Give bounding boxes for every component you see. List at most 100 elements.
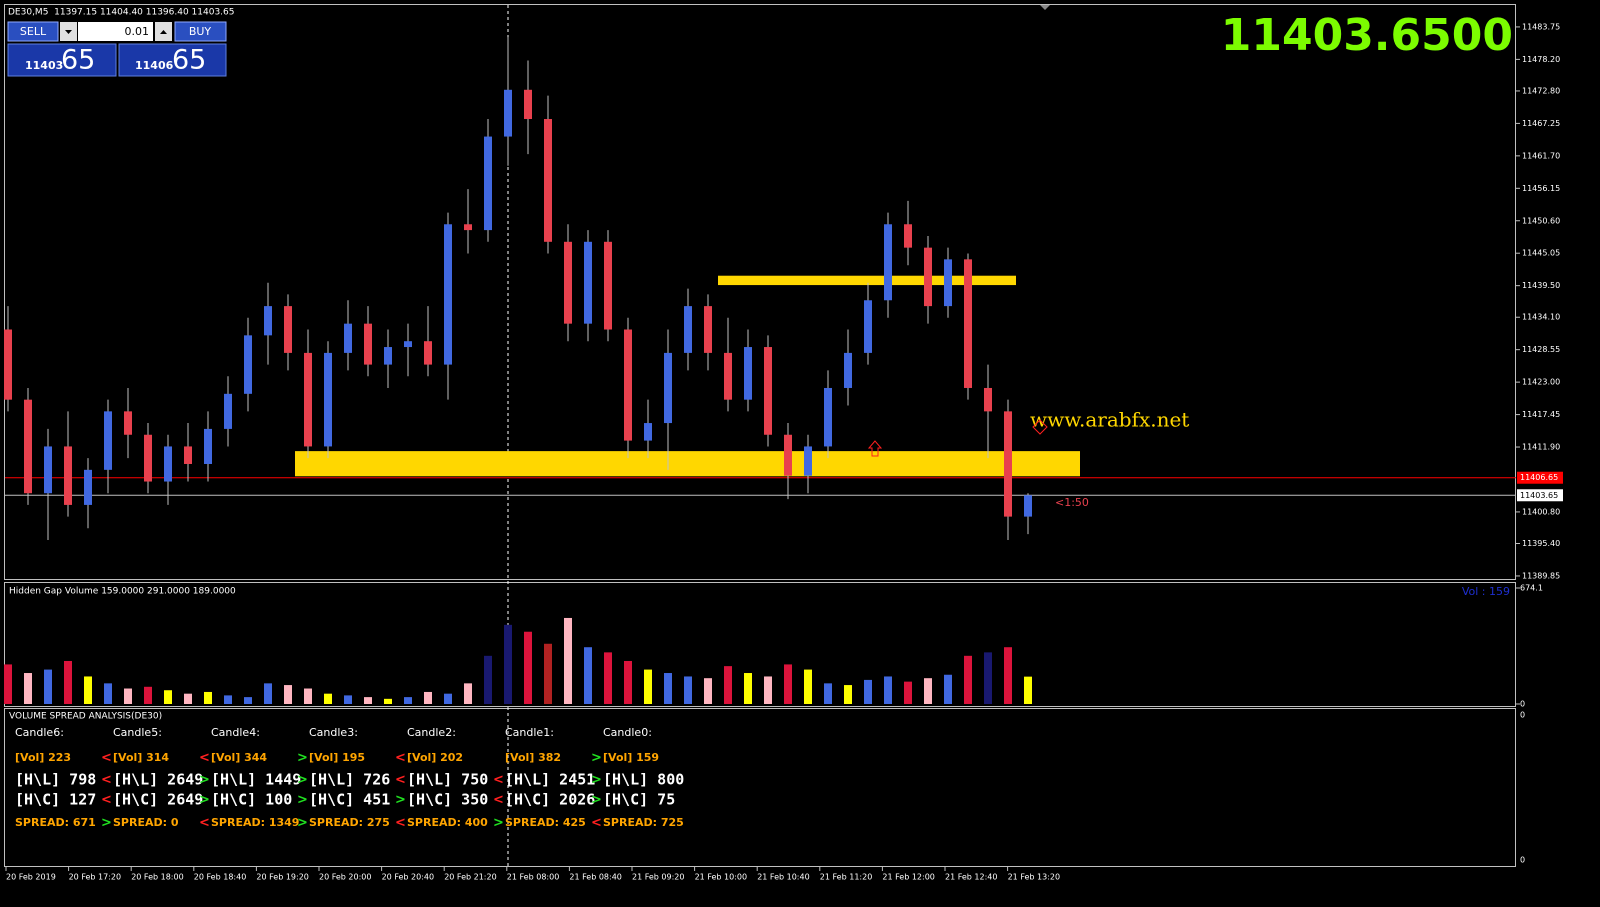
y-tick-label: 11417.45 bbox=[1522, 410, 1560, 419]
vsa-value: SPREAD: 0 bbox=[113, 816, 179, 829]
volume-bar bbox=[684, 676, 692, 704]
buy-button[interactable] bbox=[174, 21, 227, 42]
volume-bar bbox=[544, 643, 552, 704]
candle-body bbox=[44, 446, 52, 494]
volume-bar bbox=[724, 666, 732, 704]
volume-bar bbox=[244, 697, 252, 704]
volume-bar bbox=[644, 669, 652, 704]
vsa-arrow: > bbox=[199, 793, 210, 808]
volume-bar bbox=[164, 690, 172, 704]
candle-body bbox=[924, 247, 932, 307]
vsa-value: [Vol] 223 bbox=[15, 751, 71, 764]
volume-bar bbox=[184, 693, 192, 704]
vsa-arrow: > bbox=[591, 793, 602, 808]
candle-body bbox=[384, 347, 392, 365]
volume-bar bbox=[624, 660, 632, 704]
vsa-arrow: > bbox=[297, 793, 308, 808]
lot-value[interactable]: 0.01 bbox=[125, 25, 150, 38]
volume-bar bbox=[44, 669, 52, 704]
candle-body bbox=[724, 352, 732, 400]
x-tick-label: 21 Feb 11:20 bbox=[820, 873, 872, 882]
vsa-value: [Vol] 159 bbox=[603, 751, 659, 764]
vsa-arrow: > bbox=[199, 773, 210, 788]
candle-body bbox=[564, 241, 572, 324]
vsa-arrow: > bbox=[297, 773, 308, 788]
vsa-value: [H\C] 350 bbox=[407, 791, 488, 809]
vsa-value: [Vol] 195 bbox=[309, 751, 365, 764]
level-label: 11403.65 bbox=[1520, 491, 1558, 500]
candle-body bbox=[844, 352, 852, 388]
candle-body bbox=[84, 469, 92, 505]
candle-body bbox=[404, 341, 412, 348]
vsa-panel: VOLUME SPREAD ANALYSIS(DE30) 0 0 Candle6: [V… bbox=[9, 711, 1525, 865]
bid-main: 11403 bbox=[25, 59, 63, 72]
volume-bar bbox=[84, 676, 92, 704]
vsa-arrow: < bbox=[101, 793, 112, 808]
watermark: www.arabfx.net bbox=[1030, 408, 1189, 432]
vsa-column-label: Candle0: bbox=[603, 726, 652, 739]
bid-box[interactable] bbox=[7, 43, 117, 77]
time-axis: 20 Feb 2019 20 Feb 17:20 20 Feb 18:00 20 Fe… bbox=[5, 867, 1060, 882]
vsa-title: VOLUME SPREAD ANALYSIS(DE30) bbox=[9, 712, 162, 722]
volume-bar bbox=[64, 660, 72, 704]
y-tick-label: 0 bbox=[1520, 700, 1525, 709]
ask-box[interactable] bbox=[118, 43, 227, 77]
sell-button[interactable] bbox=[7, 21, 59, 42]
x-tick-label: 21 Feb 08:40 bbox=[569, 873, 621, 882]
vsa-arrow: > bbox=[395, 793, 406, 808]
buy-label[interactable]: BUY bbox=[189, 25, 212, 38]
vsa-arrow: > bbox=[297, 751, 308, 766]
volume-bar bbox=[424, 691, 432, 704]
volume-bar bbox=[324, 693, 332, 704]
vsa-arrow: < bbox=[493, 793, 504, 808]
candle-body bbox=[764, 347, 772, 435]
volume-bar bbox=[1004, 647, 1012, 704]
x-tick-label: 20 Feb 18:40 bbox=[194, 873, 246, 882]
vsa-column-label: Candle2: bbox=[407, 726, 456, 739]
price-display: 11403.6500 bbox=[1221, 10, 1513, 61]
volume-bar bbox=[1024, 676, 1032, 704]
y-tick-label: 11478.20 bbox=[1522, 55, 1560, 64]
candle-body bbox=[784, 434, 792, 476]
level-tag bbox=[1517, 489, 1563, 502]
candle-body bbox=[804, 446, 812, 476]
volume-bar bbox=[384, 698, 392, 704]
vsa-arrow: > bbox=[591, 751, 602, 766]
volume-bar bbox=[144, 686, 152, 704]
vsa-value: [H\L] 800 bbox=[603, 771, 684, 789]
volume-frame bbox=[4, 582, 1516, 707]
candle-body bbox=[664, 352, 672, 424]
price-panel: 11483.75 11478.20 11472.80 11467.25 11461.70… bbox=[4, 22, 1563, 580]
candle-body bbox=[904, 224, 912, 248]
volume-bar bbox=[604, 652, 612, 704]
candle-body bbox=[324, 352, 332, 447]
level-label: 11406.65 bbox=[1520, 473, 1558, 482]
vsa-value: [H\C] 75 bbox=[603, 791, 675, 809]
volume-bar bbox=[924, 678, 932, 704]
x-tick-label: 21 Feb 12:00 bbox=[882, 873, 934, 882]
candle-body bbox=[944, 259, 952, 307]
level-tag bbox=[1517, 471, 1563, 484]
sell-label[interactable]: SELL bbox=[20, 25, 47, 38]
vsa-value: SPREAD: 425 bbox=[505, 816, 586, 829]
vsa-value: [H\C] 127 bbox=[15, 791, 96, 809]
volume-bar bbox=[304, 688, 312, 704]
volume-bar bbox=[224, 695, 232, 704]
volume-bar bbox=[744, 673, 752, 704]
vsa-value: SPREAD: 671 bbox=[15, 816, 96, 829]
volume-bar bbox=[884, 676, 892, 704]
vsa-frame bbox=[4, 708, 1516, 867]
bid-big: 65 bbox=[61, 45, 95, 76]
lot-input[interactable] bbox=[78, 22, 153, 41]
ask-main: 11406 bbox=[135, 59, 174, 72]
candle-body bbox=[864, 300, 872, 353]
volume-title: Hidden Gap Volume 159.0000 291.0000 189.… bbox=[9, 587, 236, 597]
candle-body bbox=[424, 341, 432, 365]
x-tick-label: 21 Feb 12:40 bbox=[945, 873, 997, 882]
vsa-value: [H\L] 2649 bbox=[113, 771, 203, 789]
volume-bar bbox=[844, 685, 852, 704]
candle-body bbox=[604, 241, 612, 330]
lot-down-icon bbox=[65, 30, 72, 34]
signal-diamond bbox=[1032, 419, 1048, 435]
volume-panel: Hidden Gap Volume 159.0000 291.0000 189.… bbox=[4, 584, 1543, 709]
